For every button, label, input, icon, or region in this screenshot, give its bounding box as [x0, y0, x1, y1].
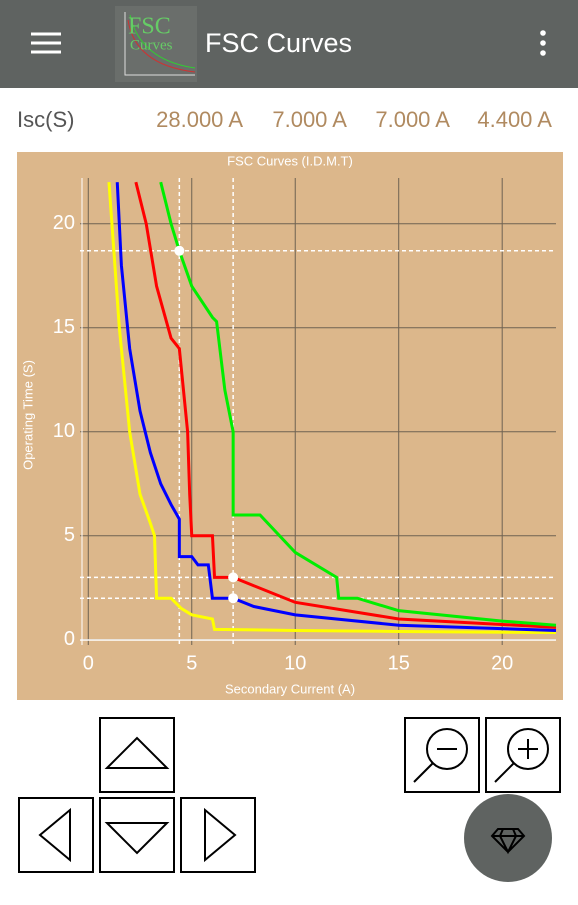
- chart-title: FSC Curves (I.D.M.T): [227, 153, 353, 168]
- y-tick-label: 0: [64, 628, 75, 650]
- overflow-menu[interactable]: [540, 30, 546, 56]
- y-tick-label: 10: [53, 420, 75, 442]
- curve: [115, 182, 557, 632]
- fab[interactable]: [464, 794, 552, 882]
- x-tick-label: 0: [83, 652, 94, 674]
- app-bar: [0, 0, 578, 88]
- chart-panel: [17, 152, 563, 700]
- x-tick-label: 15: [388, 652, 410, 674]
- cursor-point: [174, 245, 185, 256]
- isc-value: 28.000 A: [156, 107, 243, 132]
- y-tick-label: 15: [53, 316, 75, 338]
- x-tick-label: 10: [284, 652, 306, 674]
- y-axis-label: Operating Time (S): [20, 360, 35, 470]
- x-tick-label: 5: [186, 652, 197, 674]
- y-tick-label: 5: [64, 524, 75, 546]
- down-button[interactable]: [99, 797, 175, 873]
- app-title: FSC Curves: [205, 28, 352, 58]
- isc-value: 7.000 A: [272, 107, 347, 132]
- curve: [134, 181, 557, 629]
- left-button[interactable]: [18, 797, 94, 873]
- right-button[interactable]: [180, 797, 256, 873]
- x-tick-label: 20: [491, 652, 513, 674]
- logo-text: FSC: [128, 14, 171, 40]
- app-logo: FSC Curves: [115, 6, 197, 82]
- up-button[interactable]: [99, 717, 175, 793]
- cursor-point: [228, 572, 239, 583]
- curve: [159, 181, 557, 627]
- y-tick-label: 20: [53, 212, 75, 234]
- menu-button[interactable]: [31, 32, 61, 54]
- curve: [107, 182, 557, 635]
- cursor-point: [228, 593, 239, 604]
- isc-label: Isc(S): [17, 107, 74, 132]
- logo-text: Curves: [130, 37, 173, 53]
- isc-value: 7.000 A: [375, 107, 450, 132]
- fab-icon: [490, 828, 526, 855]
- isc-value: 4.400 A: [477, 107, 552, 132]
- x-axis-label: Secondary Current (A): [225, 681, 355, 696]
- button-icons: [38, 728, 549, 863]
